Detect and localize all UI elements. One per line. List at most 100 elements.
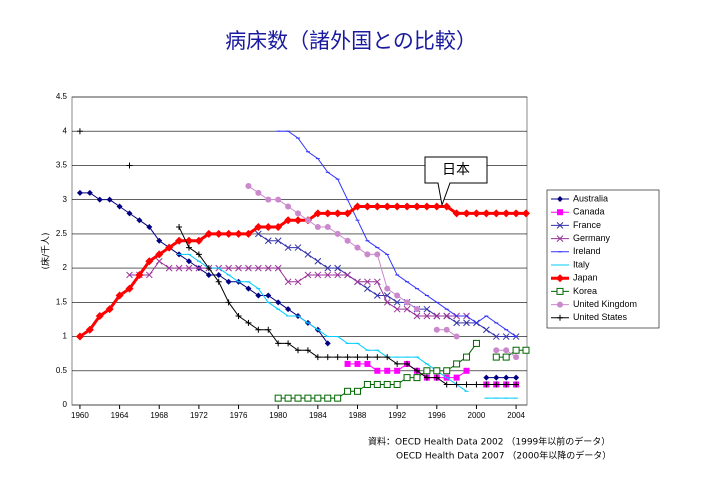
marker-shape (314, 394, 322, 402)
data-point (452, 209, 461, 218)
legend-label: Germany (573, 233, 611, 243)
data-point (86, 189, 93, 196)
legend-marker (556, 235, 564, 242)
marker-shape (334, 271, 342, 279)
marker-shape (423, 305, 431, 313)
data-point (483, 374, 490, 381)
data-point (383, 202, 392, 211)
series-line (79, 205, 527, 338)
y-axis-label: (床/千人) (40, 232, 52, 269)
marker-shape (285, 340, 292, 347)
data-point (284, 216, 293, 225)
marker-shape (265, 326, 272, 333)
marker-shape (344, 271, 351, 279)
data-point (334, 264, 342, 272)
marker-shape (245, 285, 252, 292)
marker-shape (165, 243, 174, 252)
data-point (215, 278, 222, 285)
data-point (274, 237, 282, 245)
data-point (155, 257, 163, 265)
data-point (284, 278, 292, 286)
marker-shape (443, 326, 450, 333)
data-point (304, 251, 312, 258)
marker-shape (512, 209, 521, 218)
data-point (76, 189, 83, 196)
data-point (513, 354, 520, 361)
legend-marker (556, 274, 564, 283)
data-point (384, 367, 391, 374)
data-point (443, 367, 451, 375)
marker-shape (502, 353, 510, 361)
data-point (393, 380, 401, 388)
marker-shape (433, 367, 441, 375)
marker-shape (235, 313, 242, 320)
data-point (433, 374, 440, 381)
data-point (472, 209, 481, 218)
marker-shape (224, 229, 233, 238)
marker-shape (502, 209, 511, 218)
marker-shape (522, 346, 530, 354)
marker-shape (284, 278, 292, 286)
marker-shape (503, 374, 510, 381)
marker-shape (295, 347, 302, 354)
data-point (214, 229, 223, 238)
data-point (106, 196, 113, 203)
data-point (373, 292, 381, 299)
data-point (244, 229, 253, 238)
data-point (364, 285, 371, 292)
data-point (275, 196, 282, 203)
marker-shape (443, 312, 451, 320)
marker-shape (205, 265, 212, 272)
legend-marker (557, 196, 563, 202)
data-point (413, 306, 420, 313)
data-point (265, 326, 272, 333)
data-point (204, 229, 213, 238)
data-point (255, 264, 262, 272)
marker-shape (353, 387, 361, 395)
marker-shape (393, 305, 401, 313)
marker-shape (235, 264, 242, 272)
marker-shape (443, 381, 450, 388)
chart-title: 病床数（諸外国との比較） (225, 29, 477, 53)
data-point (413, 374, 421, 382)
data-point (512, 209, 521, 218)
data-point (284, 394, 292, 402)
marker-shape (75, 332, 84, 341)
marker-shape (394, 360, 401, 367)
marker-shape (245, 319, 252, 326)
marker-shape (234, 229, 243, 238)
marker-shape (204, 229, 213, 238)
data-point (146, 224, 153, 231)
data-point (334, 271, 342, 279)
marker-shape (285, 203, 292, 210)
data-point (285, 306, 292, 313)
legend-label: France (573, 220, 601, 230)
legend-marker (557, 209, 563, 216)
data-point (374, 367, 381, 374)
data-point (294, 216, 303, 225)
data-point (512, 346, 520, 354)
marker-shape (304, 271, 312, 279)
data-point (185, 258, 192, 265)
marker-shape (176, 224, 183, 231)
marker-shape (284, 394, 292, 402)
marker-shape (472, 209, 481, 218)
data-point (493, 347, 500, 354)
x-tick-label: 1992 (388, 411, 406, 420)
data-point (96, 196, 103, 203)
marker-shape (443, 367, 451, 375)
marker-shape (255, 230, 262, 238)
source-note: OECD Health Data 2007 （2000年以降のデータ） (396, 450, 611, 462)
data-point (354, 244, 361, 251)
marker-shape (155, 250, 164, 259)
data-point (314, 271, 322, 279)
marker-shape (245, 264, 252, 272)
data-point (245, 319, 252, 326)
data-point (156, 237, 163, 244)
marker-shape (412, 202, 421, 211)
marker-shape (86, 189, 93, 196)
marker-shape (503, 381, 510, 388)
marker-shape (403, 202, 412, 211)
data-point (483, 381, 490, 388)
